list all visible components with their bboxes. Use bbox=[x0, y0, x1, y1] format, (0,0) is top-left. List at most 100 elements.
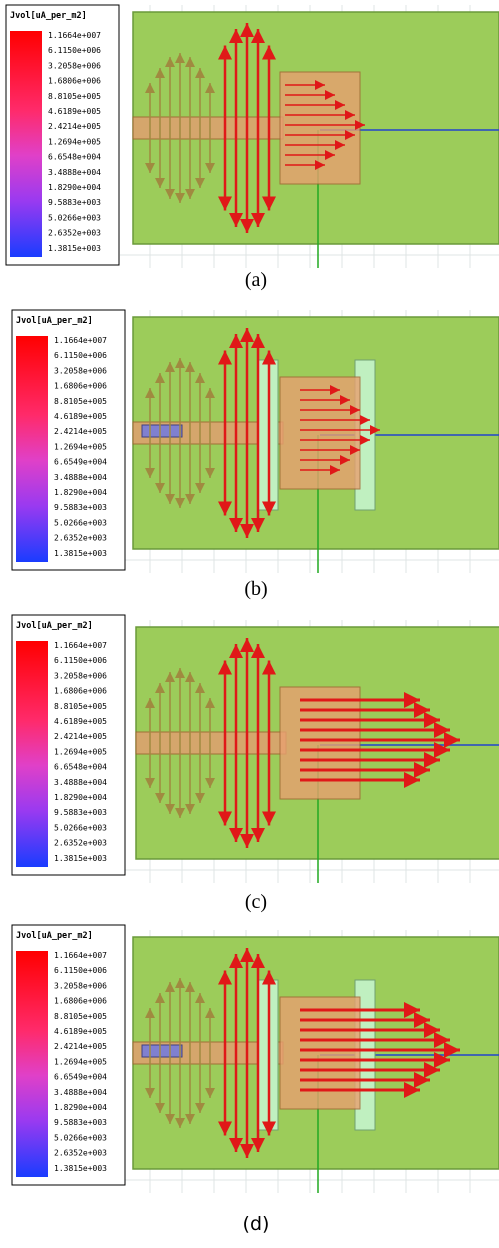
legend-label: 5.0266e+003 bbox=[54, 823, 107, 832]
panel: Jvol[uA_per_m2] 1.1664e+007 6.1150e+006 3.2… bbox=[5, 4, 499, 291]
current-arrow-head bbox=[165, 362, 175, 373]
current-arrow-head bbox=[251, 29, 265, 44]
current-arrow-head bbox=[240, 638, 254, 652]
legend-label: 2.6352e+003 bbox=[54, 1149, 107, 1158]
panel: Jvol[uA_per_m2] 1.1664e+007 6.1150e+006 3.2… bbox=[11, 309, 499, 600]
current-arrow-head bbox=[165, 188, 175, 199]
legend-label: 9.5883e+003 bbox=[54, 1118, 107, 1127]
legend-label: 1.1664e+007 bbox=[54, 951, 107, 960]
current-arrow-head bbox=[229, 1137, 243, 1152]
current-arrow-head bbox=[185, 57, 195, 68]
caption: (d) bbox=[243, 1213, 270, 1235]
legend-label: 1.8290e+004 bbox=[54, 488, 107, 497]
current-arrow-head bbox=[240, 524, 254, 538]
legend-label: 6.6549e+004 bbox=[54, 1073, 107, 1082]
legend-label: 9.5883e+003 bbox=[54, 808, 107, 817]
current-arrow-head bbox=[251, 517, 265, 532]
legend-label: 8.8105e+005 bbox=[54, 702, 107, 711]
current-arrow-head bbox=[262, 660, 276, 675]
legend-label: 1.8290e+004 bbox=[54, 793, 107, 802]
current-arrow-head bbox=[185, 493, 195, 504]
legend-title: Jvol[uA_per_m2] bbox=[16, 931, 93, 941]
caption: (a) bbox=[245, 269, 267, 291]
current-arrow-head bbox=[350, 405, 360, 415]
current-arrow-head bbox=[262, 970, 276, 985]
current-arrow-head bbox=[218, 1121, 232, 1136]
legend-label: 1.1664e+007 bbox=[48, 31, 101, 40]
current-arrow-head bbox=[205, 778, 215, 788]
legend-label: 6.6548e+004 bbox=[54, 763, 107, 772]
current-arrow-head bbox=[205, 698, 215, 708]
legend-label: 3.2058e+006 bbox=[54, 366, 107, 375]
legend-label: 8.8105e+005 bbox=[54, 397, 107, 406]
legend-label: 3.2058e+006 bbox=[54, 981, 107, 990]
legend-label: 4.6189e+005 bbox=[48, 107, 101, 116]
current-arrow-head bbox=[165, 672, 175, 683]
current-arrow-head bbox=[218, 811, 232, 826]
current-arrow-head bbox=[155, 683, 165, 693]
legend-label: 1.6806e+006 bbox=[48, 77, 101, 86]
port bbox=[141, 1044, 183, 1058]
current-arrow-head bbox=[345, 130, 355, 140]
current-arrow-head bbox=[185, 1113, 195, 1124]
current-arrow-head bbox=[325, 90, 335, 100]
current-arrow-head bbox=[175, 1118, 185, 1128]
current-arrow-head bbox=[155, 178, 165, 188]
legend-label: 2.6352e+003 bbox=[54, 839, 107, 848]
current-arrow-head bbox=[145, 83, 155, 93]
current-arrow-head bbox=[145, 1008, 155, 1018]
current-arrow-head bbox=[185, 362, 195, 373]
current-arrow-head bbox=[240, 219, 254, 233]
legend-label: 4.6189e+005 bbox=[54, 1027, 107, 1036]
current-arrow-head bbox=[444, 1042, 460, 1058]
current-arrow-head bbox=[262, 811, 276, 826]
legend-label: 4.6189e+005 bbox=[54, 717, 107, 726]
current-arrow-head bbox=[340, 455, 350, 465]
current-arrow-head bbox=[195, 178, 205, 188]
current-arrow-head bbox=[195, 683, 205, 693]
current-arrow-head bbox=[251, 827, 265, 842]
current-arrow-head bbox=[251, 954, 265, 969]
current-arrow-head bbox=[360, 435, 370, 445]
legend-label: 6.6549e+004 bbox=[54, 458, 107, 467]
color-bar bbox=[16, 951, 48, 1177]
legend-label: 1.3815e+003 bbox=[48, 244, 101, 253]
legend-label: 3.4888e+004 bbox=[54, 473, 107, 482]
current-arrow-head bbox=[175, 53, 185, 63]
current-arrow-head bbox=[340, 395, 350, 405]
current-arrow-head bbox=[240, 948, 254, 962]
legend-label: 3.4888e+004 bbox=[54, 1088, 107, 1097]
current-arrow-head bbox=[315, 160, 325, 170]
patch bbox=[279, 996, 361, 1110]
current-arrow-head bbox=[229, 29, 243, 44]
color-bar bbox=[10, 31, 42, 257]
current-arrow-head bbox=[424, 752, 440, 768]
current-arrow-head bbox=[424, 712, 440, 728]
legend-label: 6.1150e+006 bbox=[54, 656, 107, 665]
current-arrow-head bbox=[218, 501, 232, 516]
current-arrow-head bbox=[175, 193, 185, 203]
legend-label: 6.1150e+006 bbox=[54, 351, 107, 360]
legend-title: Jvol[uA_per_m2] bbox=[16, 316, 93, 326]
current-arrow-head bbox=[424, 1062, 440, 1078]
current-arrow-head bbox=[414, 1012, 430, 1028]
legend-label: 1.3815e+003 bbox=[54, 854, 107, 863]
legend-label: 2.4214e+005 bbox=[54, 427, 107, 436]
current-arrow-head bbox=[370, 425, 380, 435]
current-arrow-head bbox=[240, 328, 254, 342]
current-arrow-head bbox=[434, 1032, 450, 1048]
legend-label: 5.0266e+003 bbox=[48, 213, 101, 222]
current-arrow-head bbox=[229, 954, 243, 969]
current-arrow-head bbox=[355, 120, 365, 130]
current-arrow-head bbox=[218, 350, 232, 365]
current-arrow-head bbox=[414, 762, 430, 778]
current-arrow-head bbox=[325, 150, 335, 160]
current-arrow-head bbox=[185, 672, 195, 683]
current-arrow-head bbox=[404, 1002, 420, 1018]
current-arrow-head bbox=[205, 83, 215, 93]
caption: (b) bbox=[244, 578, 267, 600]
legend-label: 6.1150e+006 bbox=[54, 966, 107, 975]
current-arrow-head bbox=[218, 45, 232, 60]
current-arrow-head bbox=[434, 722, 450, 738]
